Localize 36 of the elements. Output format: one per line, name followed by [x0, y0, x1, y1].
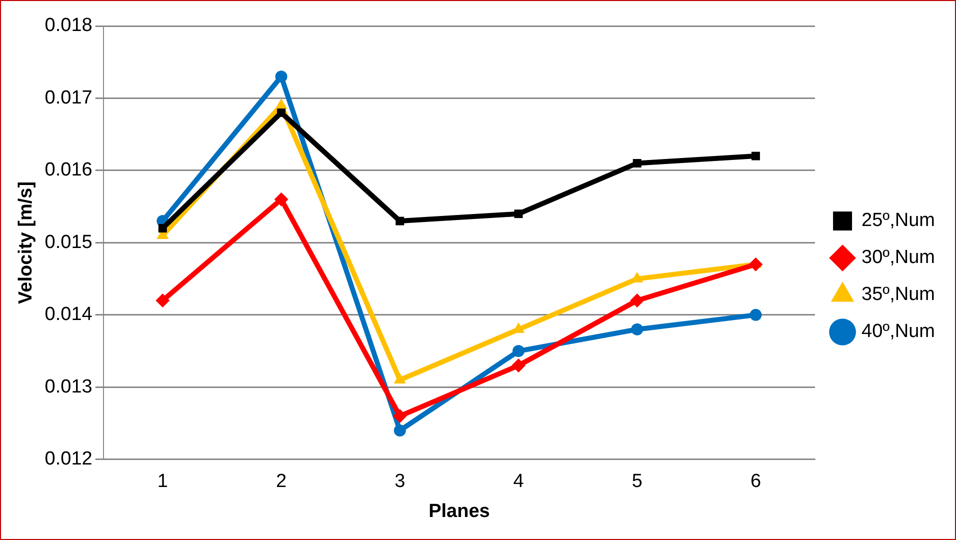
point — [750, 308, 762, 321]
y-tick-label: 0.016 — [44, 160, 92, 181]
y-tick-label: 0.018 — [44, 15, 92, 36]
y-tick-label: 0.012 — [44, 448, 92, 470]
point — [631, 323, 644, 336]
point — [396, 216, 404, 226]
point — [514, 210, 523, 218]
point — [751, 152, 760, 160]
y-tick-label: 0.015 — [44, 232, 92, 253]
y-tick-label: 0.017 — [44, 87, 92, 108]
point — [630, 293, 644, 308]
x-tick-label: 6 — [750, 471, 762, 492]
x-tick-label: 3 — [394, 471, 406, 492]
x-tick-label: 4 — [513, 471, 524, 492]
point — [632, 159, 642, 168]
legend-label: 40º,Num — [862, 321, 935, 342]
point — [511, 358, 526, 372]
x-tick-label: 1 — [157, 471, 168, 492]
point — [275, 70, 288, 83]
point — [158, 224, 167, 232]
y-tick-label: 0.014 — [44, 304, 93, 326]
x-tick-label: 2 — [276, 471, 287, 492]
point — [274, 192, 288, 206]
y-axis-title: Velocity [m/s] — [16, 181, 37, 304]
legend-label: 30º,Num — [862, 247, 935, 268]
point — [156, 293, 170, 308]
point — [512, 345, 524, 358]
legend-label: 25º,Num — [862, 210, 935, 232]
x-axis-title: Planes — [428, 500, 490, 522]
point — [277, 108, 286, 117]
point — [748, 257, 763, 272]
point — [394, 424, 406, 437]
y-tick-label: 0.013 — [44, 376, 92, 398]
point — [392, 409, 407, 424]
legend-label: 35º,Num — [862, 284, 935, 306]
x-tick-label: 5 — [632, 471, 642, 492]
